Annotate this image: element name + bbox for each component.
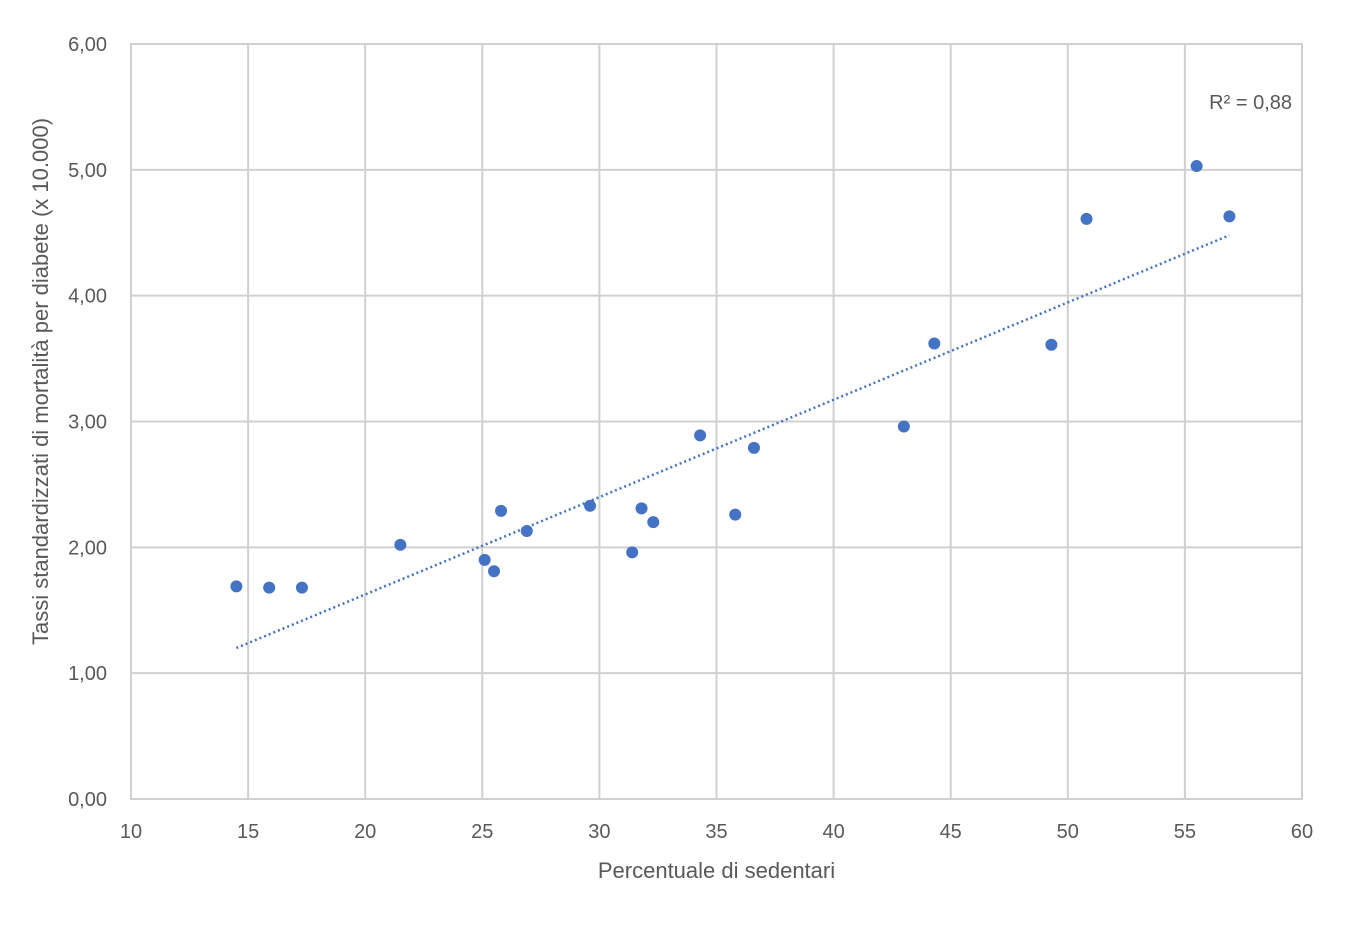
data-point-15 (897, 420, 910, 433)
grid-layer (130, 43, 1303, 800)
plot-area-border (130, 43, 1303, 800)
data-point-20 (1223, 210, 1236, 223)
data-point-0 (230, 580, 243, 593)
x-tick-label: 30 (588, 821, 610, 843)
data-point-3 (394, 538, 407, 551)
data-point-2 (295, 581, 308, 594)
x-tick-label: 35 (705, 821, 727, 843)
y-tick-label: 0,00 (68, 789, 107, 811)
x-tick-label: 25 (471, 821, 493, 843)
x-tick-label: 10 (120, 821, 142, 843)
data-point-19 (1190, 160, 1203, 173)
data-point-13 (729, 508, 742, 521)
x-tick-label: 50 (1057, 821, 1079, 843)
x-tick-label: 20 (354, 821, 376, 843)
data-points (230, 160, 1236, 594)
data-point-16 (928, 337, 941, 350)
data-point-17 (1045, 338, 1058, 351)
x-axis-title: Percentuale di sedentari (598, 858, 835, 883)
x-tick-label: 60 (1291, 821, 1313, 843)
data-point-18 (1080, 212, 1093, 225)
data-point-9 (626, 546, 639, 559)
data-point-14 (747, 441, 760, 454)
y-tick-label: 2,00 (68, 537, 107, 559)
x-tick-label: 45 (940, 821, 962, 843)
x-tick-label: 15 (237, 821, 259, 843)
x-tick-label: 40 (822, 821, 844, 843)
y-tick-label: 6,00 (68, 34, 107, 56)
data-point-6 (495, 504, 508, 517)
data-point-10 (635, 502, 648, 515)
y-tick-label: 5,00 (68, 160, 107, 182)
data-point-4 (478, 553, 491, 566)
y-tick-label: 1,00 (68, 663, 107, 685)
trendline (235, 234, 1230, 650)
data-point-8 (584, 499, 597, 512)
data-point-7 (520, 524, 533, 537)
data-point-11 (647, 516, 660, 529)
y-axis-title: Tassi standardizzati di mortalità per di… (28, 118, 53, 645)
data-point-5 (488, 565, 501, 578)
data-point-12 (694, 429, 707, 442)
x-tick-label: 55 (1174, 821, 1196, 843)
tick-labels: 10 15 20 25 30 35 40 45 50 55 60 0,00 1,00 2,00 3,00 4,… (68, 34, 1313, 843)
y-tick-label: 4,00 (68, 286, 107, 308)
data-point-1 (263, 581, 276, 594)
y-tick-label: 3,00 (68, 412, 107, 434)
r-squared-label: R² = 0,88 (1209, 92, 1292, 114)
